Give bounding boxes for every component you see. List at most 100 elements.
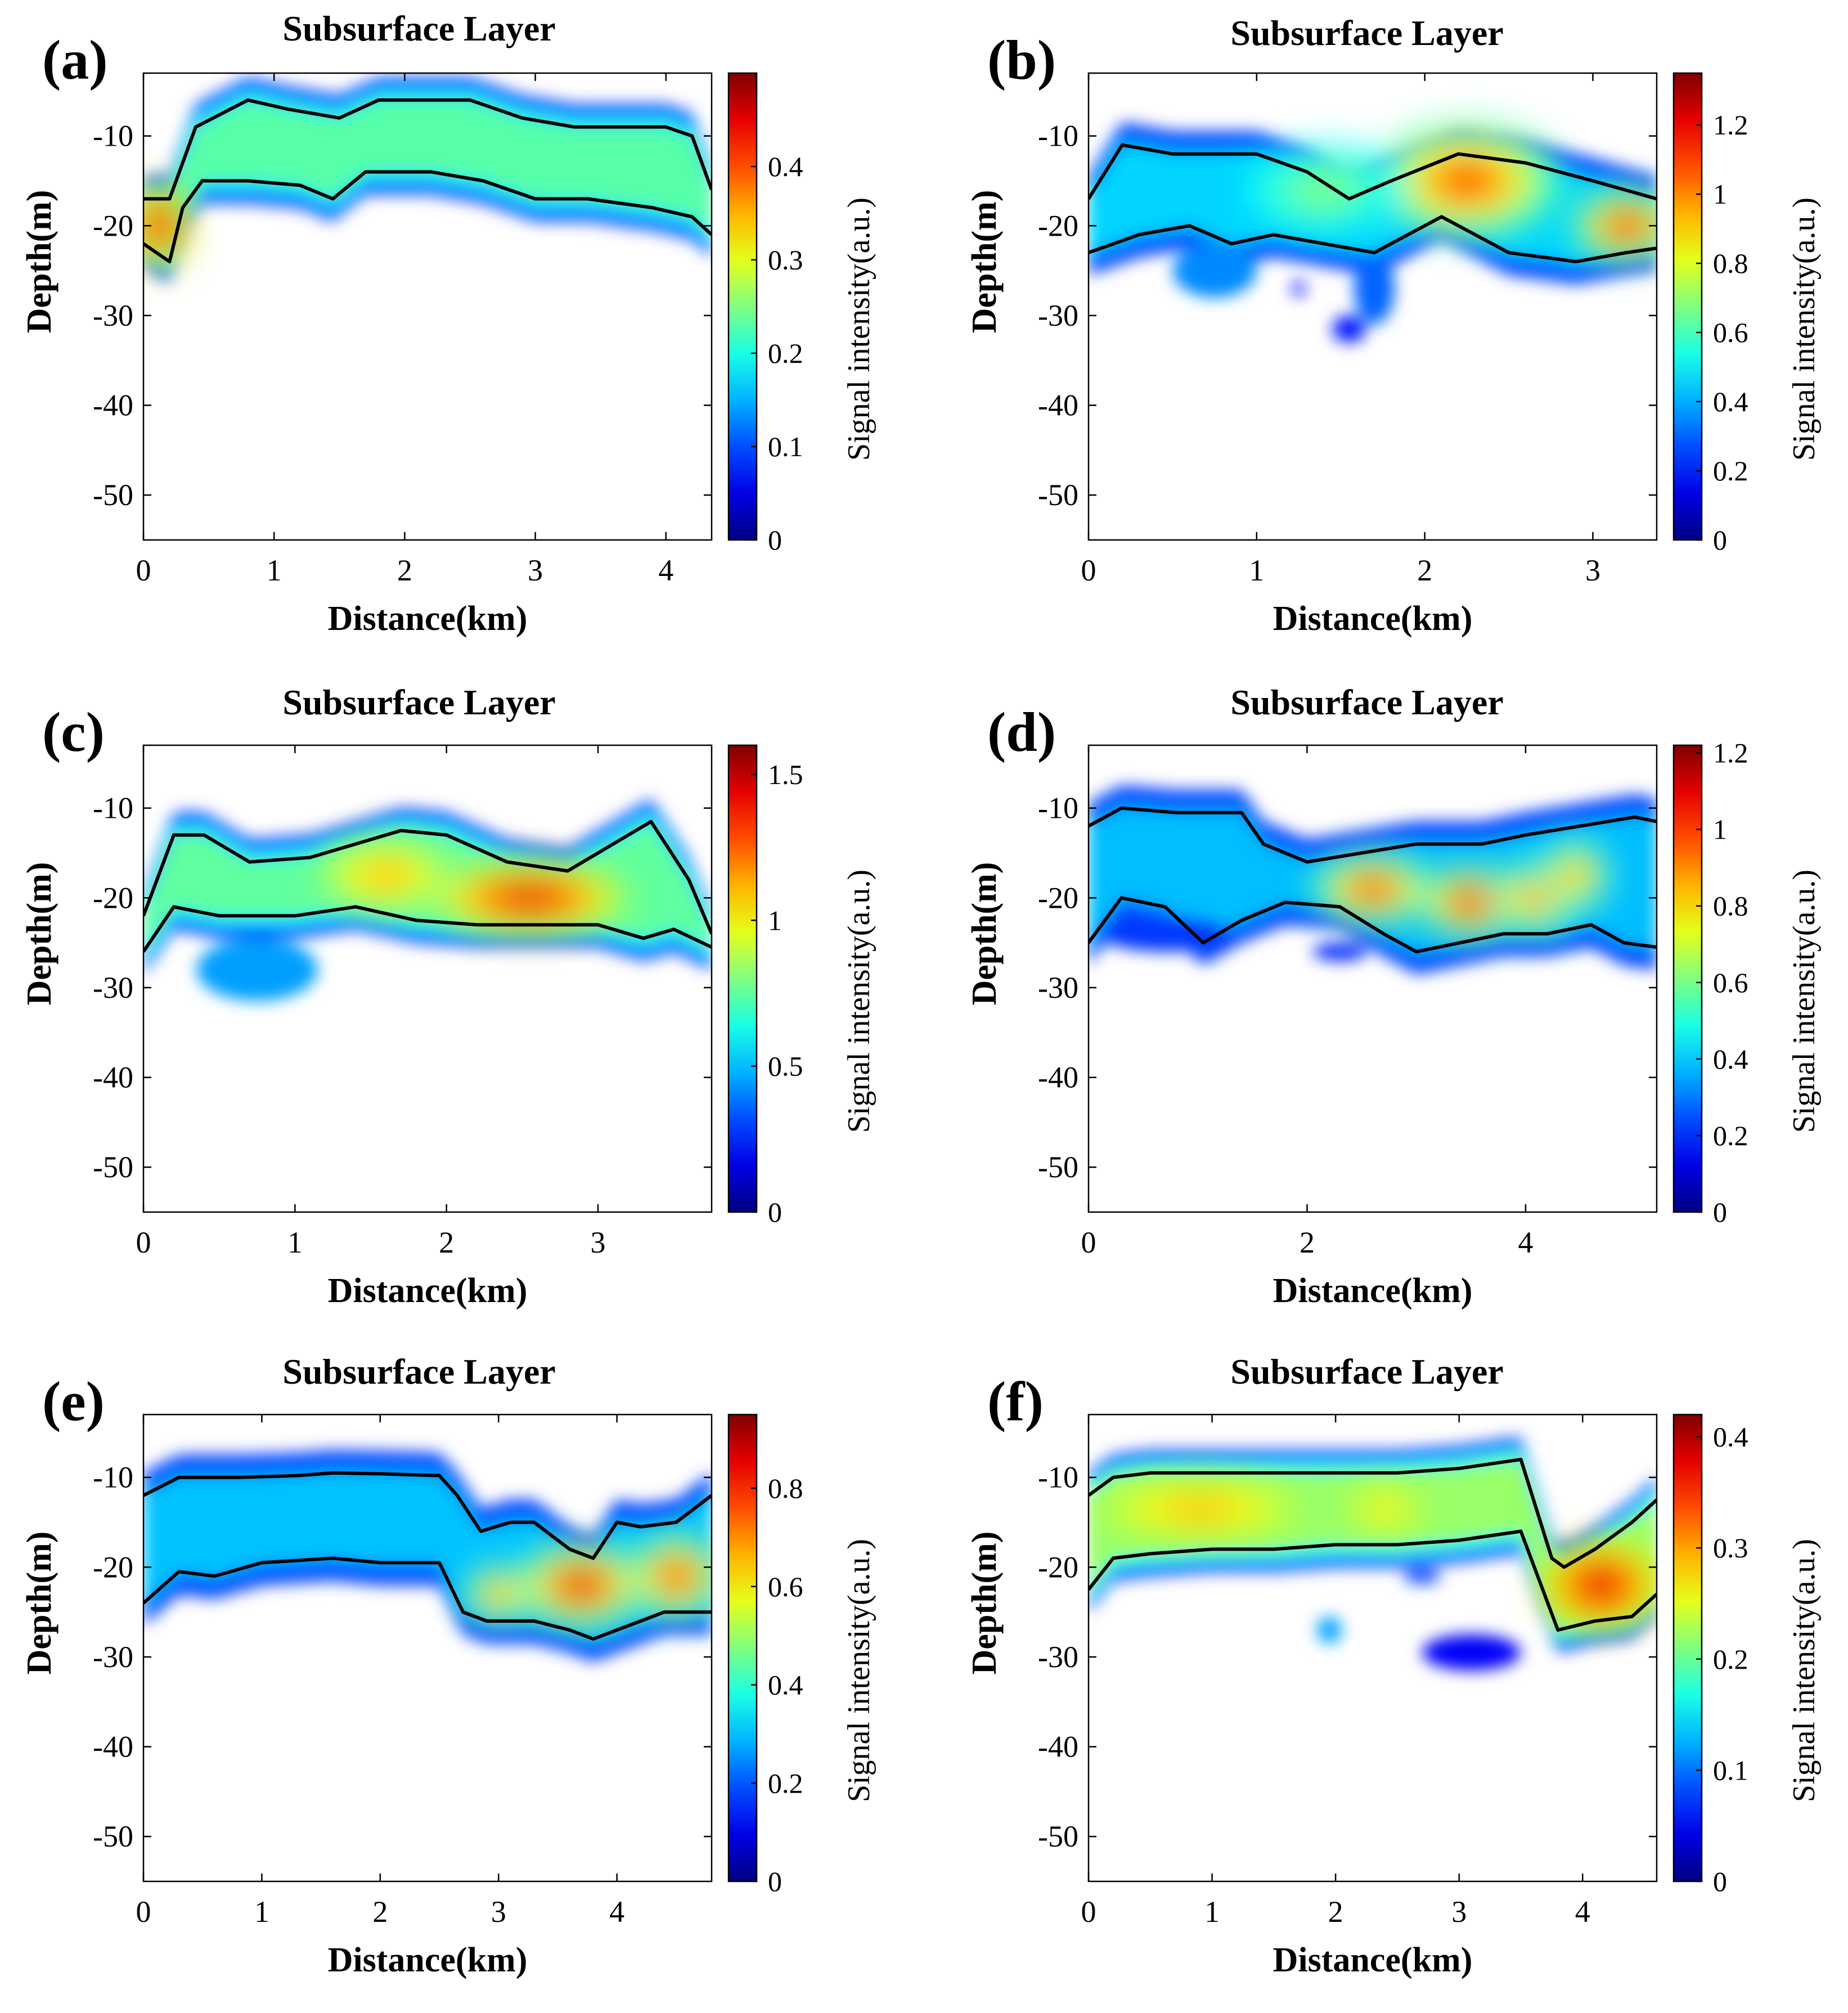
x-tick-label: 1 bbox=[267, 553, 282, 587]
y-tick-label: -30 bbox=[93, 299, 133, 332]
colorbar-tick-label: 0.6 bbox=[1713, 317, 1748, 348]
x-axis-label: Distance(km) bbox=[328, 1941, 528, 1979]
x-axis-label: Distance(km) bbox=[328, 600, 528, 638]
heatmap-field bbox=[143, 78, 712, 283]
colorbar-tick-label: 0.6 bbox=[768, 1571, 803, 1602]
colorbar-tick-label: 1 bbox=[768, 904, 782, 936]
colorbar-tick-label: 1.5 bbox=[768, 759, 803, 790]
y-tick-label: -10 bbox=[93, 119, 133, 153]
colorbar-tick-label: 0.2 bbox=[768, 1767, 803, 1799]
lower-boundary-line bbox=[1089, 896, 1657, 954]
x-tick-label: 3 bbox=[491, 1895, 506, 1929]
colorbar-tick-label: 1.2 bbox=[1713, 737, 1748, 769]
colorbar-tick-label: 0 bbox=[1713, 1866, 1727, 1897]
chart-title: Subsurface Layer bbox=[1230, 1352, 1503, 1391]
patch-1 bbox=[1354, 253, 1395, 325]
y-tick-label: -10 bbox=[1038, 119, 1078, 153]
hotspot-1 bbox=[1180, 1503, 1220, 1515]
patch-0 bbox=[1172, 244, 1257, 298]
x-tick-label: 0 bbox=[1081, 1895, 1096, 1929]
y-tick-label: -50 bbox=[93, 478, 133, 512]
x-tick-label: 2 bbox=[1328, 1895, 1343, 1929]
colorbar-tick-label: 1 bbox=[1713, 178, 1727, 210]
hotspot-0 bbox=[568, 1576, 595, 1594]
patch-1 bbox=[1312, 943, 1368, 961]
colorbar bbox=[727, 1413, 758, 1883]
colorbar-tick-label: 0.4 bbox=[1713, 1421, 1748, 1453]
y-tick-label: -40 bbox=[1038, 1730, 1078, 1764]
colorbar-label: Signal intensity(a.u.) bbox=[842, 870, 876, 1133]
y-tick-label: -50 bbox=[1038, 1150, 1078, 1184]
x-tick-label: 1 bbox=[254, 1895, 269, 1929]
colorbar-tick-label: 0.3 bbox=[768, 244, 803, 276]
colorbar-tick-label: 0.2 bbox=[1713, 1643, 1748, 1675]
y-tick-label: -20 bbox=[93, 1550, 133, 1584]
patch-2 bbox=[1332, 315, 1366, 343]
panel-a: 0 1 2 3 4 -10 -20 -30 -40 -50 Distance(km) Depth(m)… bbox=[20, 8, 876, 638]
upper-boundary-line bbox=[143, 98, 712, 201]
y-tick-label: -10 bbox=[1038, 791, 1078, 825]
upper-boundary-line bbox=[143, 819, 712, 935]
y-axis-label: Depth(m) bbox=[20, 190, 59, 334]
lower-boundary-line bbox=[1089, 215, 1657, 264]
y-tick-label: -40 bbox=[93, 1730, 133, 1764]
colorbar bbox=[727, 744, 758, 1213]
hotspots bbox=[1243, 123, 1657, 262]
x-tick-label: 0 bbox=[136, 553, 151, 587]
colorbar-tick-label: 0.4 bbox=[768, 1669, 803, 1701]
axes-frame bbox=[142, 744, 713, 1213]
y-tick-label: -50 bbox=[1038, 478, 1078, 512]
colorbar-tick-label: 0 bbox=[1713, 524, 1727, 556]
hotspot-2 bbox=[1527, 890, 1545, 906]
panel-label: (c) bbox=[42, 701, 105, 763]
colorbar-tick-label: 0.2 bbox=[1713, 455, 1748, 487]
x-tick-label: 4 bbox=[1575, 1895, 1590, 1929]
heatmap bbox=[1089, 1437, 1657, 1670]
hotspot-2 bbox=[1377, 1504, 1393, 1514]
x-tick-label: 0 bbox=[136, 1226, 151, 1259]
panel-b: 0 1 2 3 -10 -20 -30 -40 -50 Distance(km) Depth(m) S… bbox=[965, 13, 1822, 638]
hotspot-1 bbox=[372, 868, 400, 883]
colorbar bbox=[1672, 744, 1703, 1213]
y-tick-label: -50 bbox=[93, 1150, 133, 1184]
y-tick-label: -40 bbox=[93, 389, 133, 422]
heatmap bbox=[143, 78, 712, 283]
y-tick-label: -10 bbox=[93, 791, 133, 825]
x-tick-label: 2 bbox=[397, 553, 412, 587]
y-axis-label: Depth(m) bbox=[20, 1532, 59, 1675]
y-axis-label: Depth(m) bbox=[965, 862, 1004, 1006]
hotspot-0 bbox=[1360, 881, 1385, 897]
x-tick-label: 3 bbox=[528, 553, 543, 587]
colorbar-tick-label: 0.1 bbox=[768, 431, 803, 462]
lower-boundary-line bbox=[143, 1556, 712, 1641]
chart-title: Subsurface Layer bbox=[282, 8, 555, 48]
y-tick-label: -30 bbox=[1038, 1640, 1078, 1674]
hotspots bbox=[1100, 1480, 1657, 1628]
y-tick-label: -10 bbox=[1038, 1461, 1078, 1494]
x-tick-label: 0 bbox=[1081, 1226, 1096, 1259]
hotspot-0 bbox=[510, 890, 550, 906]
colorbar-tick-label: 0 bbox=[768, 1196, 782, 1228]
y-tick-label: -40 bbox=[1038, 1061, 1078, 1095]
axes-frame bbox=[142, 1413, 713, 1883]
hotspot-0 bbox=[1589, 1576, 1613, 1594]
layer-band bbox=[143, 100, 712, 260]
hotspot-1 bbox=[667, 1567, 686, 1585]
y-axis-label: Depth(m) bbox=[20, 862, 59, 1006]
patch-3 bbox=[1292, 281, 1306, 296]
panel-label: (d) bbox=[987, 701, 1056, 763]
axes-frame bbox=[142, 72, 713, 541]
patch-1 bbox=[1422, 1634, 1521, 1670]
panel-d: 0 2 4 -10 -20 -30 -40 -50 Distance(km) Depth(m) Su… bbox=[965, 682, 1822, 1310]
x-tick-label: 3 bbox=[1451, 1895, 1467, 1929]
colorbar-tick-label: 0.8 bbox=[1713, 247, 1748, 279]
chart-title: Subsurface Layer bbox=[282, 682, 555, 722]
colorbar-tick-label: 0 bbox=[768, 1866, 782, 1897]
x-tick-label: 2 bbox=[372, 1895, 388, 1929]
hotspot-2 bbox=[492, 1588, 506, 1600]
x-tick-label: 3 bbox=[1585, 553, 1600, 587]
colorbar-tick-label: 1.2 bbox=[1713, 109, 1748, 141]
upper-boundary-line bbox=[1089, 143, 1657, 201]
